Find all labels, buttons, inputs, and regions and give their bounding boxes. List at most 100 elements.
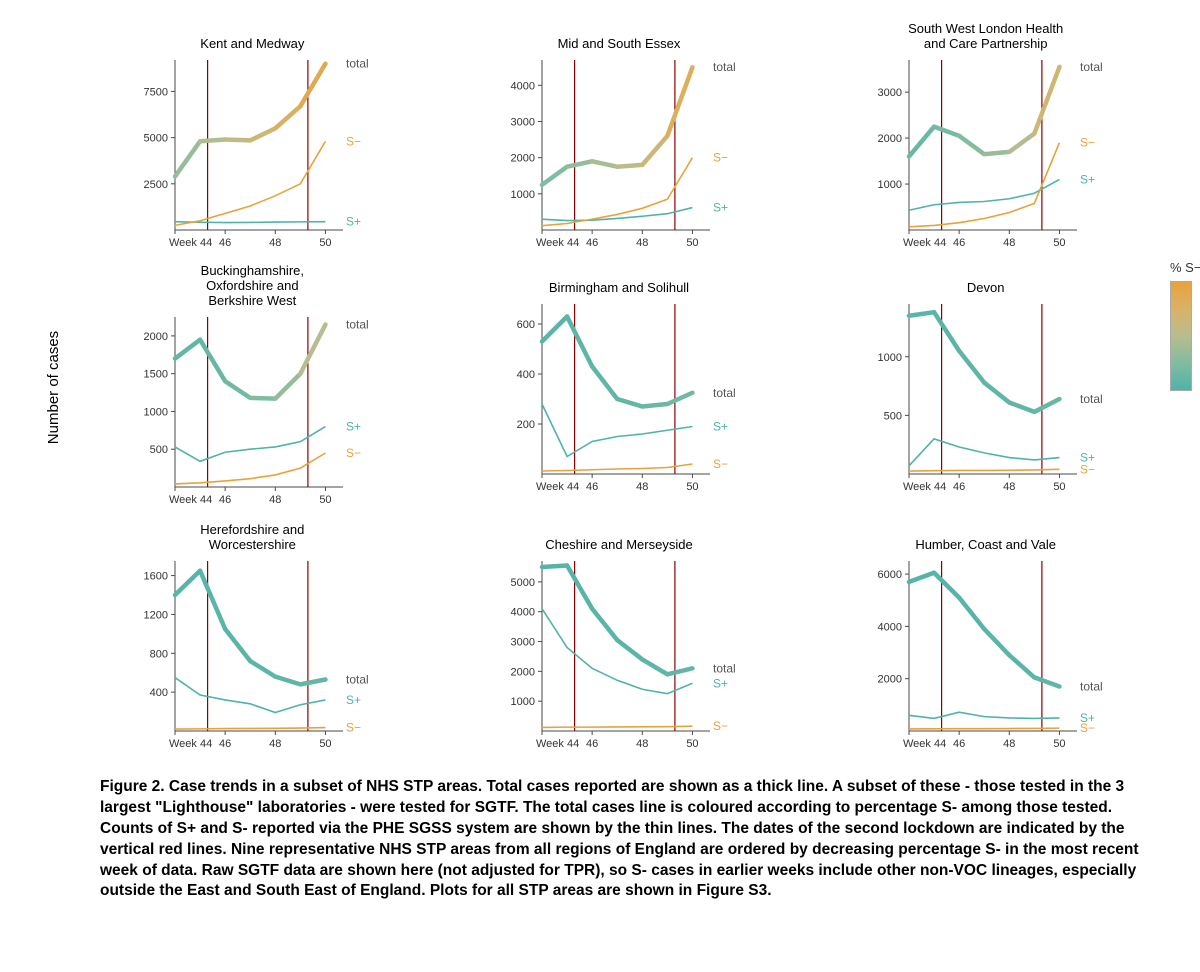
svg-text:46: 46 (586, 237, 598, 249)
panel-title: Cheshire and Merseyside (545, 521, 692, 553)
line-chart: 200040006000Week 44464850totalS−S+ (861, 555, 1111, 755)
svg-text:50: 50 (686, 237, 698, 249)
svg-text:400: 400 (150, 687, 168, 699)
svg-text:S−: S− (346, 446, 361, 460)
svg-text:48: 48 (270, 738, 282, 750)
svg-text:800: 800 (150, 648, 168, 660)
svg-text:4000: 4000 (511, 607, 535, 619)
svg-text:Week 44: Week 44 (536, 237, 579, 249)
panel-title: Birmingham and Solihull (549, 264, 689, 296)
chart-panel: Cheshire and Merseyside 1000 2000 3000 4000 5… (445, 521, 794, 755)
svg-text:total: total (713, 60, 736, 74)
panel-title: Buckinghamshire,Oxfordshire andBerkshire… (201, 264, 304, 309)
svg-text:S+: S+ (713, 420, 728, 434)
svg-text:48: 48 (636, 738, 648, 750)
svg-text:48: 48 (636, 481, 648, 493)
svg-text:2000: 2000 (511, 666, 535, 678)
svg-text:Week 44: Week 44 (903, 481, 946, 493)
svg-text:46: 46 (219, 738, 231, 750)
svg-text:50: 50 (320, 494, 332, 506)
svg-text:7500: 7500 (144, 86, 168, 98)
line-chart: 200 400 600 Week 44 46 48 50 total S− S+ (494, 298, 744, 498)
svg-text:1000: 1000 (877, 179, 901, 191)
svg-text:S−: S− (713, 151, 728, 165)
svg-text:200: 200 (517, 419, 535, 431)
color-legend: % S− 100%75%50%25%0% (1170, 260, 1200, 391)
svg-text:S+: S+ (346, 693, 361, 707)
svg-text:48: 48 (270, 237, 282, 249)
svg-text:1500: 1500 (144, 368, 168, 380)
svg-text:Week 44: Week 44 (903, 738, 946, 750)
svg-text:50: 50 (686, 481, 698, 493)
svg-text:50: 50 (1053, 237, 1065, 249)
svg-text:total: total (1080, 679, 1103, 693)
svg-text:50: 50 (320, 237, 332, 249)
svg-text:Week 44: Week 44 (903, 237, 946, 249)
svg-text:5000: 5000 (511, 577, 535, 589)
chart-panel: Birmingham and Solihull 200 400 600 Week 44 4… (445, 264, 794, 511)
svg-text:S+: S+ (1080, 711, 1095, 725)
svg-text:total: total (713, 386, 736, 400)
line-chart: 1000 2000 3000 4000 Week 44 46 48 50 total S− S+ (494, 54, 744, 254)
svg-text:Week 44: Week 44 (536, 481, 579, 493)
svg-text:1000: 1000 (511, 189, 535, 201)
svg-text:46: 46 (953, 738, 965, 750)
svg-text:400: 400 (517, 369, 535, 381)
svg-text:2000: 2000 (511, 153, 535, 165)
svg-text:S+: S+ (346, 419, 361, 433)
panel-title: Humber, Coast and Vale (915, 521, 1056, 553)
svg-text:4000: 4000 (511, 80, 535, 92)
svg-text:total: total (346, 57, 369, 71)
svg-text:46: 46 (586, 738, 598, 750)
legend-gradient-bar (1170, 281, 1192, 391)
svg-text:46: 46 (953, 237, 965, 249)
svg-text:1600: 1600 (144, 570, 168, 582)
svg-text:48: 48 (270, 494, 282, 506)
svg-text:50: 50 (320, 738, 332, 750)
legend-title: % S− (1170, 260, 1200, 275)
svg-text:1000: 1000 (511, 696, 535, 708)
svg-text:S−: S− (713, 457, 728, 471)
svg-text:Week 44: Week 44 (169, 738, 212, 750)
svg-text:total: total (346, 672, 369, 686)
svg-text:2000: 2000 (144, 331, 168, 343)
svg-text:S−: S− (713, 719, 728, 733)
chart-panel: South West London Healthand Care Partner… (811, 20, 1160, 254)
svg-text:total: total (1080, 392, 1103, 406)
svg-text:total: total (346, 317, 369, 331)
svg-text:Week 44: Week 44 (169, 237, 212, 249)
svg-text:6000: 6000 (877, 569, 901, 581)
svg-text:48: 48 (636, 237, 648, 249)
chart-panel: Devon5001000Week 44464850totalS−S+ (811, 264, 1160, 511)
svg-text:S+: S+ (1080, 172, 1095, 186)
line-chart: 10002000300040005000Week 44464850totalS−… (494, 555, 744, 755)
svg-text:4000: 4000 (877, 621, 901, 633)
svg-text:S+: S+ (346, 215, 361, 229)
svg-text:500: 500 (883, 410, 901, 422)
svg-text:Week 44: Week 44 (169, 494, 212, 506)
chart-panel: Herefordshire andWorcestershire400800120… (78, 521, 427, 755)
line-chart: 40080012001600Week 44464850totalS−S+ (127, 555, 377, 755)
svg-text:5000: 5000 (144, 133, 168, 145)
line-chart: 500 1000 1500 2000 Week 44 46 48 50 total S− S+ (127, 311, 377, 511)
svg-text:46: 46 (586, 481, 598, 493)
panel-title: Kent and Medway (200, 20, 304, 52)
svg-text:3000: 3000 (511, 636, 535, 648)
svg-text:3000: 3000 (877, 87, 901, 99)
svg-text:S+: S+ (713, 201, 728, 215)
svg-text:2000: 2000 (877, 133, 901, 145)
figure-2: Number of cases % S− 100%75%50%25%0% Ken… (40, 20, 1160, 755)
svg-text:1000: 1000 (144, 406, 168, 418)
svg-text:50: 50 (1053, 481, 1065, 493)
svg-text:50: 50 (1053, 738, 1065, 750)
svg-text:46: 46 (953, 481, 965, 493)
y-axis-label: Number of cases (46, 331, 63, 444)
svg-text:50: 50 (686, 738, 698, 750)
svg-text:500: 500 (150, 444, 168, 456)
svg-text:3000: 3000 (511, 116, 535, 128)
svg-text:600: 600 (517, 319, 535, 331)
panel-title: Herefordshire andWorcestershire (200, 521, 304, 553)
svg-text:46: 46 (219, 494, 231, 506)
svg-text:S+: S+ (713, 676, 728, 690)
line-chart: 5001000Week 44464850totalS−S+ (861, 298, 1111, 498)
